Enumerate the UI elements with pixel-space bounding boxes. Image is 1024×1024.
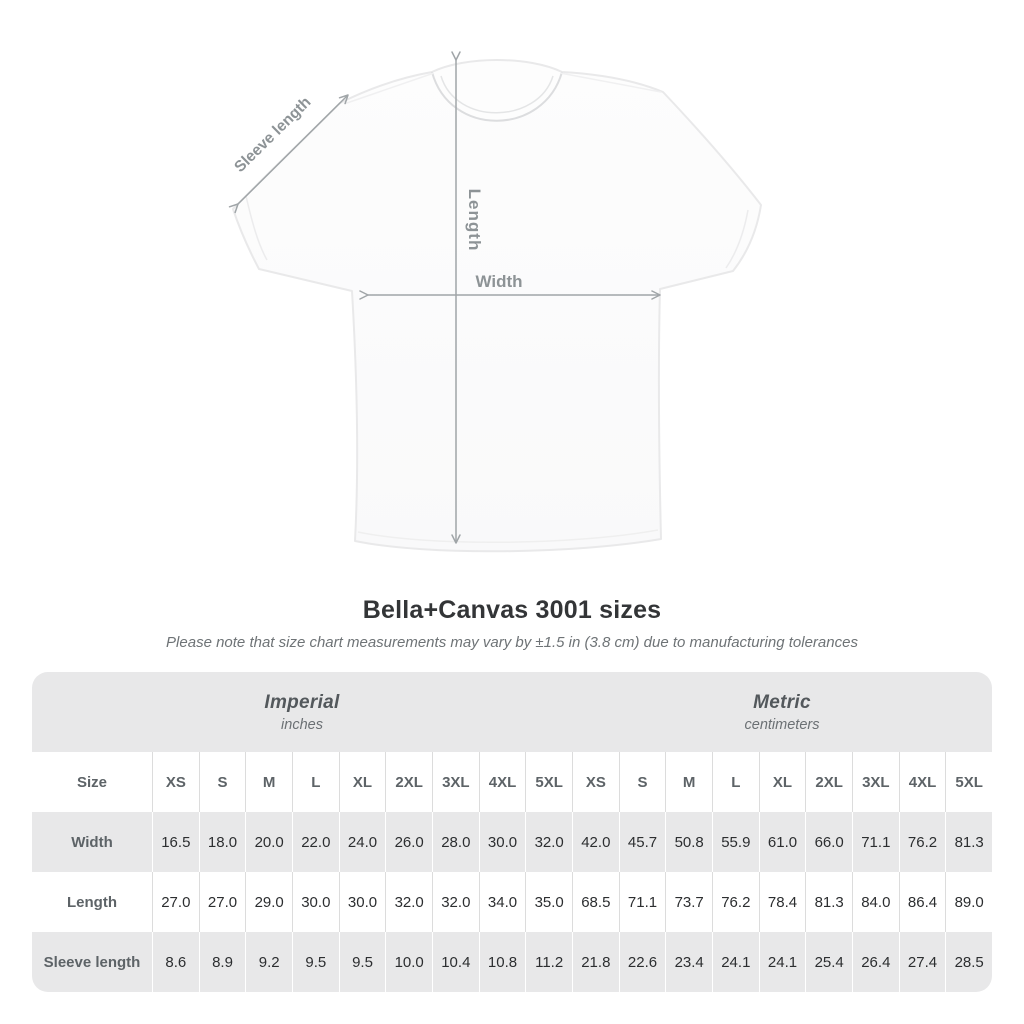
unit-header-band: Imperial inches Metric centimeters: [32, 672, 992, 752]
size-header-cell: 2XL: [385, 752, 432, 812]
value-cell: 76.2: [898, 812, 946, 872]
row-label-cell: Size: [32, 752, 152, 812]
page-title: Bella+Canvas 3001 sizes: [362, 596, 662, 624]
width-label: Width: [475, 272, 522, 291]
imperial-sublabel: inches: [281, 716, 323, 733]
value-cell: 10.0: [385, 932, 432, 992]
length-label: Length: [465, 189, 484, 252]
value-cell: 86.4: [898, 872, 946, 932]
value-cell: 18.0: [198, 812, 246, 872]
row-label-cell: Width: [32, 812, 152, 872]
value-cell: 16.5: [152, 812, 199, 872]
value-cell: 11.2: [525, 932, 572, 992]
size-header-cell: S: [198, 752, 246, 812]
value-cell: 71.1: [852, 812, 899, 872]
tolerance-note: Please note that size chart measurements…: [166, 634, 858, 651]
value-cell: 73.7: [665, 872, 712, 932]
value-cell: 24.1: [758, 932, 806, 992]
value-cell: 24.0: [338, 812, 386, 872]
value-cell: 20.0: [245, 812, 292, 872]
sleeve-length-arrow: [228, 94, 349, 214]
size-header-cell: M: [245, 752, 292, 812]
value-cell: 35.0: [525, 872, 572, 932]
size-header-cell: S: [618, 752, 666, 812]
value-cell: 30.0: [338, 872, 386, 932]
value-cell: 32.0: [525, 812, 572, 872]
value-cell: 81.3: [805, 872, 852, 932]
row-label-cell: Sleeve length: [32, 932, 152, 992]
size-header-cell: 4XL: [478, 752, 526, 812]
size-header-cell: 5XL: [525, 752, 572, 812]
value-cell: 34.0: [478, 872, 526, 932]
value-cell: 9.5: [292, 932, 339, 992]
size-chart-table: Imperial inches Metric centimeters Size X…: [32, 672, 992, 992]
value-cell: 9.2: [245, 932, 292, 992]
size-header-cell: XS: [152, 752, 199, 812]
value-cell: 66.0: [805, 812, 852, 872]
value-cell: 61.0: [758, 812, 806, 872]
imperial-label: Imperial: [264, 691, 340, 713]
value-cell: 28.5: [945, 932, 992, 992]
value-cell: 30.0: [292, 872, 339, 932]
value-cell: 71.1: [618, 872, 666, 932]
size-header-cell: 4XL: [898, 752, 946, 812]
value-cell: 76.2: [712, 872, 759, 932]
size-header-cell: XL: [338, 752, 386, 812]
value-cell: 24.1: [712, 932, 759, 992]
size-header-cell: 3XL: [852, 752, 899, 812]
metric-sublabel: centimeters: [744, 716, 820, 733]
size-header-cell: XL: [758, 752, 806, 812]
value-cell: 26.4: [852, 932, 899, 992]
value-cell: 42.0: [572, 812, 619, 872]
value-cell: 27.4: [898, 932, 946, 992]
value-cell: 29.0: [245, 872, 292, 932]
value-cell: 10.8: [478, 932, 526, 992]
value-cell: 78.4: [758, 872, 806, 932]
value-cell: 27.0: [152, 872, 199, 932]
value-cell: 22.6: [618, 932, 666, 992]
tshirt-measurement-diagram: Sleeve length Length Width: [228, 51, 762, 553]
value-cell: 21.8: [572, 932, 619, 992]
value-cell: 84.0: [852, 872, 899, 932]
value-cell: 9.5: [338, 932, 386, 992]
tshirt-illustration: [232, 59, 762, 553]
value-cell: 45.7: [618, 812, 666, 872]
size-header-cell: 3XL: [432, 752, 479, 812]
size-header-cell: L: [712, 752, 759, 812]
value-cell: 32.0: [432, 872, 479, 932]
size-header-cell: 5XL: [945, 752, 992, 812]
row-label-cell: Length: [32, 872, 152, 932]
size-header-cell: 2XL: [805, 752, 852, 812]
size-header-cell: XS: [572, 752, 619, 812]
size-header-cell: L: [292, 752, 339, 812]
value-cell: 8.9: [198, 932, 246, 992]
value-cell: 27.0: [198, 872, 246, 932]
value-cell: 22.0: [292, 812, 339, 872]
value-cell: 26.0: [385, 812, 432, 872]
value-cell: 55.9: [712, 812, 759, 872]
value-cell: 89.0: [945, 872, 992, 932]
value-cell: 8.6: [152, 932, 199, 992]
value-cell: 50.8: [665, 812, 712, 872]
value-cell: 32.0: [385, 872, 432, 932]
value-cell: 25.4: [805, 932, 852, 992]
value-cell: 10.4: [432, 932, 479, 992]
value-cell: 28.0: [432, 812, 479, 872]
metric-label: Metric: [753, 691, 811, 713]
size-grid: Size XS S M L XL 2XL 3XL 4XL 5XL XS S M L XL 2XL 3XL 4XL 5…: [32, 752, 992, 992]
value-cell: 23.4: [665, 932, 712, 992]
value-cell: 68.5: [572, 872, 619, 932]
metric-header: Metric centimeters: [572, 672, 992, 752]
value-cell: 81.3: [945, 812, 992, 872]
value-cell: 30.0: [478, 812, 526, 872]
imperial-header: Imperial inches: [32, 672, 572, 752]
size-header-cell: M: [665, 752, 712, 812]
